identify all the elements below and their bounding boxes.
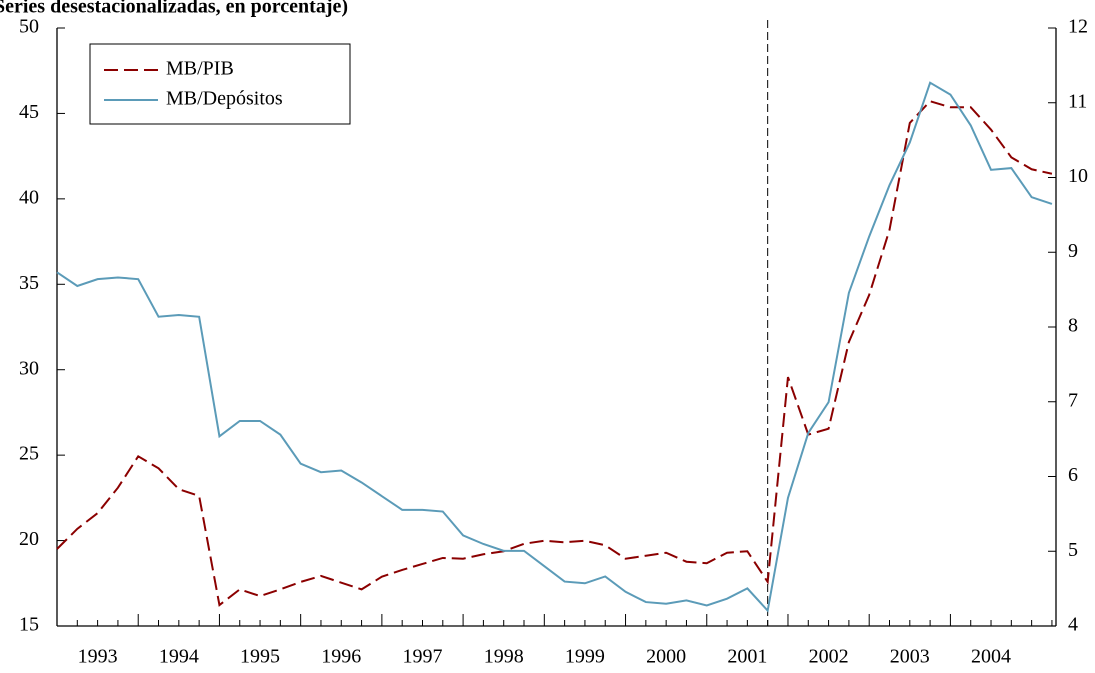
series-line bbox=[56, 81, 1053, 613]
y-tick-label: 45 bbox=[19, 101, 39, 123]
y2-tick-label: 9 bbox=[1068, 240, 1078, 262]
y2-tick-label: 8 bbox=[1068, 315, 1078, 337]
y-tick-label: 50 bbox=[19, 16, 39, 38]
y-tick-label: 20 bbox=[19, 528, 39, 550]
y2-tick-label: 11 bbox=[1068, 90, 1087, 112]
x-tick-label: 1997 bbox=[402, 646, 442, 668]
x-tick-label: 1994 bbox=[159, 646, 199, 668]
x-tick-label: 1999 bbox=[565, 646, 605, 668]
x-tick-label: 2004 bbox=[971, 646, 1011, 668]
y2-tick-label: 12 bbox=[1068, 16, 1088, 38]
x-tick-label: 2003 bbox=[890, 646, 930, 668]
legend-label: MB/PIB bbox=[166, 58, 234, 80]
y-tick-label: 40 bbox=[19, 186, 39, 208]
chart-title: Series desestacionalizadas, en porcentaj… bbox=[0, 0, 348, 18]
y-tick-label: 15 bbox=[19, 614, 39, 636]
x-tick-label: 2002 bbox=[809, 646, 849, 668]
x-tick-label: 2001 bbox=[727, 646, 767, 668]
y2-tick-label: 4 bbox=[1068, 614, 1078, 636]
y2-tick-label: 7 bbox=[1068, 389, 1078, 411]
x-tick-label: 1996 bbox=[321, 646, 361, 668]
y2-tick-label: 5 bbox=[1068, 539, 1078, 561]
y-tick-label: 35 bbox=[19, 272, 39, 294]
x-tick-label: 1995 bbox=[240, 646, 280, 668]
y-tick-label: 30 bbox=[19, 357, 39, 379]
legend-box bbox=[89, 43, 351, 125]
y-tick-label: 25 bbox=[19, 443, 39, 465]
y2-tick-label: 6 bbox=[1068, 464, 1078, 486]
series-line bbox=[56, 100, 1053, 607]
x-tick-label: 1993 bbox=[78, 646, 118, 668]
x-tick-label: 2000 bbox=[646, 646, 686, 668]
x-tick-label: 1998 bbox=[484, 646, 524, 668]
legend-label: MB/Depósitos bbox=[166, 88, 283, 110]
y2-tick-label: 10 bbox=[1068, 165, 1088, 187]
